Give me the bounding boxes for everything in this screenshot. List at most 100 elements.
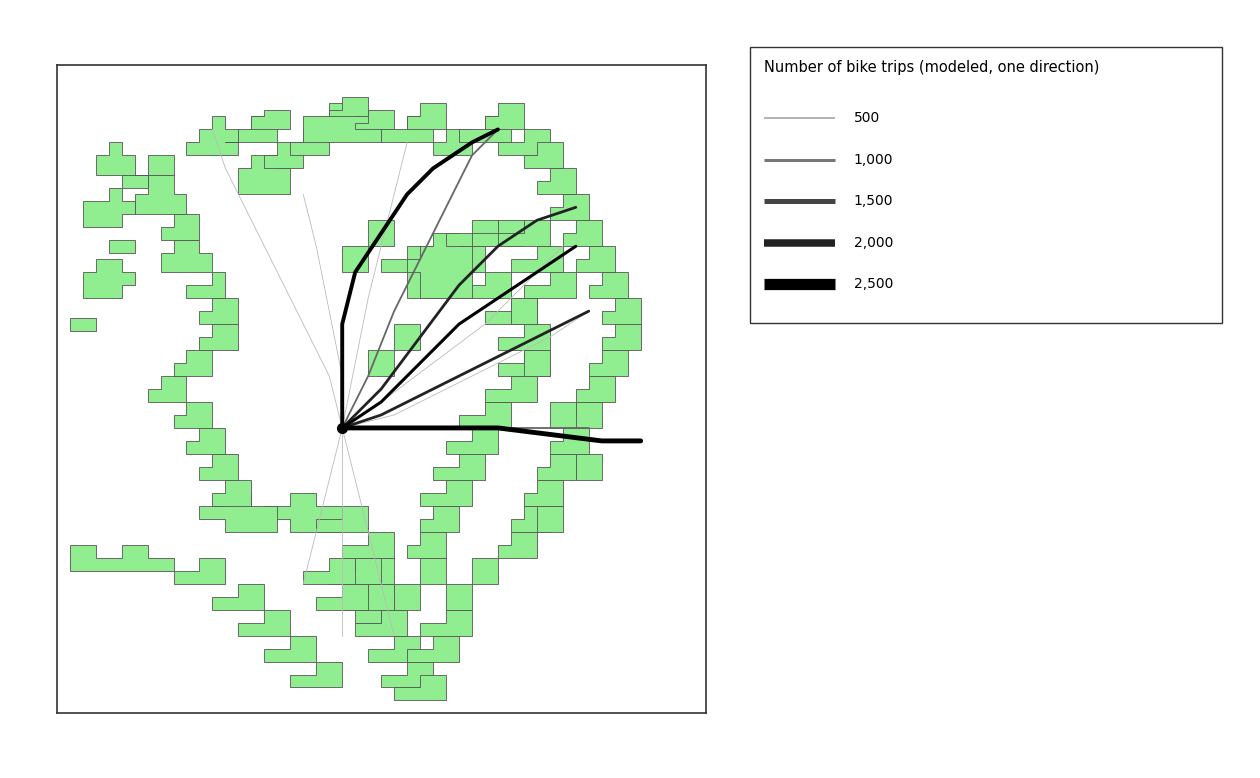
Polygon shape	[316, 506, 368, 531]
Polygon shape	[199, 298, 238, 324]
Polygon shape	[69, 317, 96, 331]
Polygon shape	[420, 506, 459, 531]
Polygon shape	[588, 272, 627, 298]
Polygon shape	[329, 558, 381, 584]
Polygon shape	[549, 194, 588, 220]
Polygon shape	[602, 324, 641, 350]
Polygon shape	[498, 324, 549, 350]
Polygon shape	[186, 117, 238, 156]
Polygon shape	[199, 454, 238, 480]
Polygon shape	[537, 454, 576, 480]
Polygon shape	[265, 636, 316, 661]
Polygon shape	[83, 187, 135, 226]
Polygon shape	[226, 117, 277, 142]
Polygon shape	[485, 376, 537, 402]
Polygon shape	[251, 110, 290, 129]
Polygon shape	[524, 272, 576, 298]
Polygon shape	[563, 402, 602, 428]
Bar	[750, 47, 1222, 323]
Polygon shape	[549, 402, 576, 428]
Polygon shape	[381, 661, 433, 688]
Polygon shape	[576, 376, 615, 402]
Polygon shape	[407, 531, 446, 558]
Polygon shape	[537, 506, 563, 531]
Polygon shape	[174, 558, 226, 584]
Polygon shape	[96, 142, 135, 175]
Polygon shape	[512, 298, 537, 324]
Polygon shape	[485, 103, 524, 129]
Polygon shape	[381, 117, 433, 142]
Polygon shape	[524, 350, 549, 376]
Polygon shape	[472, 558, 498, 584]
Polygon shape	[563, 220, 602, 247]
Polygon shape	[265, 492, 343, 531]
Polygon shape	[147, 376, 186, 402]
Polygon shape	[69, 545, 174, 571]
Polygon shape	[186, 272, 226, 298]
Polygon shape	[174, 402, 213, 428]
Polygon shape	[459, 272, 512, 298]
Polygon shape	[524, 480, 563, 506]
Polygon shape	[472, 220, 524, 247]
Polygon shape	[459, 117, 512, 142]
Polygon shape	[498, 531, 537, 558]
Polygon shape	[524, 142, 563, 168]
Polygon shape	[498, 129, 549, 156]
Polygon shape	[265, 142, 304, 168]
Polygon shape	[368, 220, 394, 247]
Polygon shape	[420, 610, 472, 636]
Polygon shape	[238, 156, 290, 194]
Polygon shape	[498, 350, 549, 376]
Polygon shape	[420, 480, 472, 506]
Polygon shape	[446, 584, 472, 610]
Polygon shape	[407, 103, 446, 129]
Polygon shape	[485, 298, 537, 324]
Polygon shape	[368, 636, 420, 661]
Polygon shape	[407, 636, 459, 661]
Polygon shape	[498, 220, 549, 247]
Polygon shape	[446, 220, 498, 247]
Polygon shape	[329, 97, 368, 117]
Polygon shape	[394, 675, 446, 700]
Polygon shape	[199, 324, 238, 350]
Polygon shape	[355, 110, 394, 129]
Polygon shape	[446, 428, 498, 454]
Text: Number of bike trips (modeled, one direction): Number of bike trips (modeled, one direc…	[764, 61, 1099, 75]
Polygon shape	[135, 156, 174, 175]
Polygon shape	[290, 661, 343, 688]
Polygon shape	[549, 428, 588, 454]
Polygon shape	[512, 506, 549, 531]
Polygon shape	[121, 175, 147, 187]
Polygon shape	[588, 350, 627, 376]
Polygon shape	[433, 129, 472, 156]
Polygon shape	[602, 298, 641, 324]
Polygon shape	[304, 103, 381, 142]
Polygon shape	[420, 558, 446, 584]
Polygon shape	[343, 247, 368, 272]
Text: 2,000: 2,000	[854, 236, 893, 250]
Polygon shape	[238, 610, 290, 636]
Polygon shape	[213, 584, 265, 610]
Polygon shape	[433, 247, 485, 272]
Polygon shape	[135, 175, 186, 214]
Text: 1,500: 1,500	[854, 194, 893, 209]
Polygon shape	[355, 597, 381, 622]
Polygon shape	[576, 247, 615, 272]
Polygon shape	[355, 610, 407, 636]
Polygon shape	[160, 214, 199, 240]
Polygon shape	[537, 168, 576, 194]
Polygon shape	[304, 558, 355, 584]
Polygon shape	[368, 558, 394, 584]
Polygon shape	[576, 454, 602, 480]
Polygon shape	[407, 233, 472, 298]
Polygon shape	[83, 259, 135, 298]
Text: 500: 500	[854, 111, 879, 125]
Polygon shape	[459, 402, 512, 428]
Polygon shape	[213, 480, 251, 506]
Text: 1,000: 1,000	[854, 153, 893, 167]
Polygon shape	[433, 454, 485, 480]
Polygon shape	[174, 350, 213, 376]
Polygon shape	[199, 492, 277, 531]
Polygon shape	[368, 350, 394, 376]
Polygon shape	[186, 428, 226, 454]
